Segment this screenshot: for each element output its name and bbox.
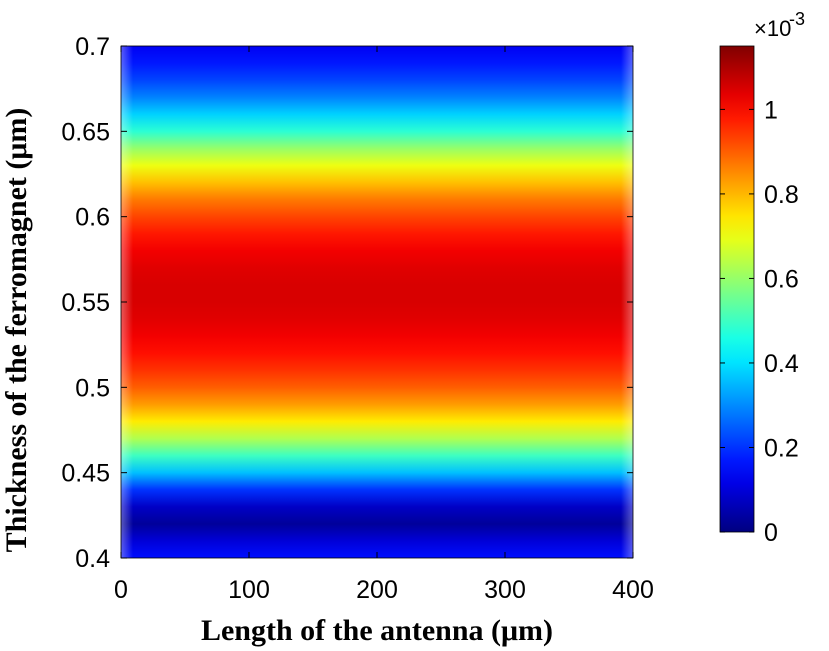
colorbar-tick-label: 1: [764, 96, 778, 124]
colorbar-tick-label: 0.6: [764, 265, 799, 293]
y-axis-label: Thickness of the ferromagnet (μm): [0, 108, 33, 553]
colorbar: [719, 45, 755, 533]
y-tick-label: 0.6: [75, 204, 110, 232]
y-tick-label: 0.45: [61, 460, 110, 488]
x-axis-label: Length of the antenna (μm): [201, 614, 553, 647]
y-tick-label: 0.4: [75, 545, 110, 573]
colorbar-ticks: 0 0.2 0.4 0.6 0.8 1: [720, 96, 799, 547]
colorbar-tick-label: 0: [764, 519, 778, 547]
y-tick-label: 0.55: [61, 289, 110, 317]
x-tick-label: 400: [612, 576, 654, 604]
colorbar-tick-label: 0.4: [764, 350, 799, 378]
x-axis-ticks: 0 100 200 300 400: [114, 46, 654, 604]
x-tick-label: 100: [228, 576, 270, 604]
x-tick-label: 300: [484, 576, 526, 604]
y-axis-ticks: 0.4 0.45 0.5 0.55 0.6 0.65 0.7: [61, 33, 633, 573]
y-tick-label: 0.65: [61, 118, 110, 146]
y-tick-label: 0.7: [75, 33, 110, 61]
x-tick-label: 0: [114, 576, 128, 604]
y-tick-label: 0.5: [75, 374, 110, 402]
heatmap-field: [121, 46, 633, 558]
colorbar-scale-exponent: -3: [789, 9, 805, 29]
colorbar-tick-label: 0.2: [764, 434, 799, 462]
x-tick-label: 200: [356, 576, 398, 604]
colorbar-scale-label: ×10: [754, 16, 791, 41]
colorbar-tick-label: 0.8: [764, 181, 799, 209]
